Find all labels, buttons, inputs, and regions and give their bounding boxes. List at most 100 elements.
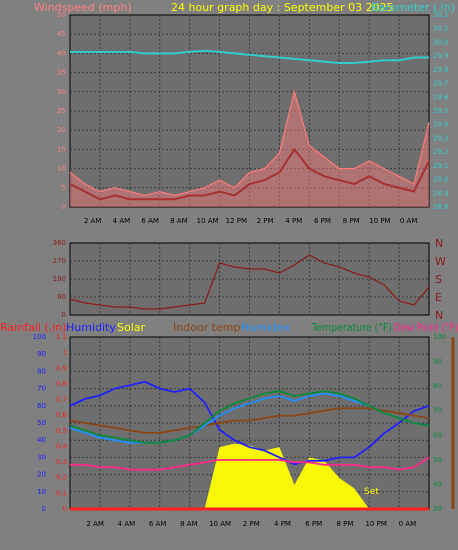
barometer-label: Barometer (.in) [371, 1, 455, 14]
x-tick-label: 6 PM [314, 217, 331, 225]
percent-tick: 20 [37, 471, 46, 479]
x-tick-label: 0 AM [399, 520, 417, 528]
climate-time-axis: 2 AM 4 AM 6 AM 8 AM 10 AM 2 PM 4 PM 6 PM 8 PM 10 … [86, 520, 416, 528]
temperature-tick: 30 [433, 505, 442, 513]
solar-area-fill [70, 443, 429, 509]
legend-humidity: Humidity [66, 321, 116, 334]
percent-tick: 80 [37, 367, 46, 375]
rainfall-tick: 0.5 [56, 427, 67, 435]
x-tick-label: 4 AM [118, 520, 136, 528]
barometer-tick: 29.9 [433, 52, 449, 60]
x-tick-label: 0 AM [400, 217, 418, 225]
temperature-tick: 80 [433, 382, 442, 390]
rainfall-tick: 0.8 [56, 380, 67, 388]
legend-humidex: Humidex [241, 321, 291, 334]
wind-avg-line [69, 147, 430, 201]
windspeed-tick: 30 [57, 88, 66, 96]
humidity-line [69, 380, 430, 466]
sunset-label: Set [364, 487, 379, 497]
percent-tick: 0 [42, 505, 46, 513]
barometer-axis: 28.8 28.9 29.0 29.1 29.2 29.3 29.4 29.5 29.6 29.7… [433, 11, 449, 211]
x-tick-label: 8 PM [343, 217, 360, 225]
x-tick-label: 10 PM [365, 520, 386, 528]
temperature-tick: 100 [433, 333, 446, 341]
rainfall-tick: 0.9 [56, 364, 67, 372]
wind-direction-line [69, 254, 430, 310]
climate-grid [70, 337, 429, 509]
x-tick-label: 2 AM [84, 217, 102, 225]
rainfall-tick: 0.4 [56, 442, 68, 450]
rainfall-tick: 0.1 [56, 489, 67, 497]
wind-series [69, 49, 430, 207]
x-tick-label: 4 PM [274, 520, 291, 528]
windspeed-tick: 25 [57, 107, 66, 115]
barometer-tick: 29.8 [433, 66, 449, 74]
percent-tick: 70 [37, 385, 46, 393]
wind-time-axis: 2 AM 4 AM 6 AM 8 AM 10 AM 12 PM 2 PM 4 PM 6 PM 8 … [84, 217, 417, 225]
x-tick-label: 8 PM [336, 520, 353, 528]
x-tick-label: 10 AM [197, 217, 219, 225]
barometer-tick: 28.9 [433, 189, 449, 197]
temperature-tick: 40 [433, 480, 442, 488]
windspeed-tick: 0 [62, 203, 66, 211]
compass-tick: W [435, 255, 446, 268]
wind-gust-line [69, 89, 430, 197]
rainfall-tick: 0.7 [56, 396, 67, 404]
legend-rainfall: Rainfall (.in) [0, 321, 67, 334]
barometer-tick: 29.2 [433, 148, 449, 156]
windspeed-tick: 20 [57, 126, 66, 134]
barometer-tick: 29.0 [433, 176, 449, 184]
x-tick-label: 8 AM [170, 217, 188, 225]
percent-tick: 10 [37, 488, 46, 496]
degree-tick: 0 [62, 311, 66, 319]
x-tick-label: 12 PM [226, 217, 247, 225]
barometer-tick: 29.1 [433, 162, 449, 170]
windspeed-label: Windspeed (mph) [34, 1, 132, 14]
rainfall-tick: 0.6 [56, 411, 68, 419]
dew_point-line [70, 456, 430, 471]
windspeed-tick: 15 [57, 145, 66, 153]
barometer-tick: 29.6 [433, 93, 449, 101]
rainfall-tick: 1 [63, 349, 67, 357]
solar-area [70, 443, 429, 509]
degree-tick: 90 [57, 293, 66, 301]
legend-dew-point: Dew Point (°F) [394, 321, 458, 334]
legend-solar: Solar [117, 321, 146, 334]
barometer-line [70, 49, 429, 64]
barometer-tick: 28.8 [433, 203, 449, 211]
windspeed-tick: 40 [57, 49, 66, 57]
barometer-tick: 30.0 [433, 38, 449, 46]
windspeed-tick: 10 [57, 165, 66, 173]
x-tick-label: 10 PM [369, 217, 390, 225]
percent-tick: 50 [37, 419, 46, 427]
temperature-tick: 50 [433, 456, 442, 464]
x-tick-label: 2 PM [243, 520, 260, 528]
windspeed-axis: 0 5 10 15 20 25 30 35 40 45 50 [57, 11, 66, 211]
temperature-tick: 70 [433, 407, 442, 415]
compass-tick: N [435, 237, 443, 250]
temperature-line [69, 390, 430, 444]
wind-gust-area [70, 91, 429, 207]
windspeed-tick: 50 [57, 11, 66, 19]
x-tick-label: 6 PM [305, 520, 322, 528]
percent-tick: 40 [37, 436, 46, 444]
degrees-axis: 0 90 180 270 360 [53, 239, 66, 319]
x-tick-label: 2 PM [257, 217, 274, 225]
climate-series [69, 380, 430, 511]
x-tick-label: 6 AM [141, 217, 159, 225]
barometer-tick: 29.7 [433, 80, 449, 88]
x-tick-label: 2 AM [86, 520, 104, 528]
x-tick-label: 6 AM [149, 520, 167, 528]
rainfall-axis: 0 0.1 0.2 0.3 0.4 0.5 0.6 0.7 0.8 0.9 1 1.1 [56, 333, 68, 513]
percent-tick: 60 [37, 402, 46, 410]
x-tick-label: 4 PM [285, 217, 302, 225]
barometer-tick: 29.4 [433, 121, 449, 129]
barometer-tick: 30.1 [433, 25, 449, 33]
barometer-tick: 29.3 [433, 134, 449, 142]
temperature-tick: 60 [433, 431, 442, 439]
temperature-axis: 30 40 50 60 70 80 90 100 [433, 333, 446, 513]
